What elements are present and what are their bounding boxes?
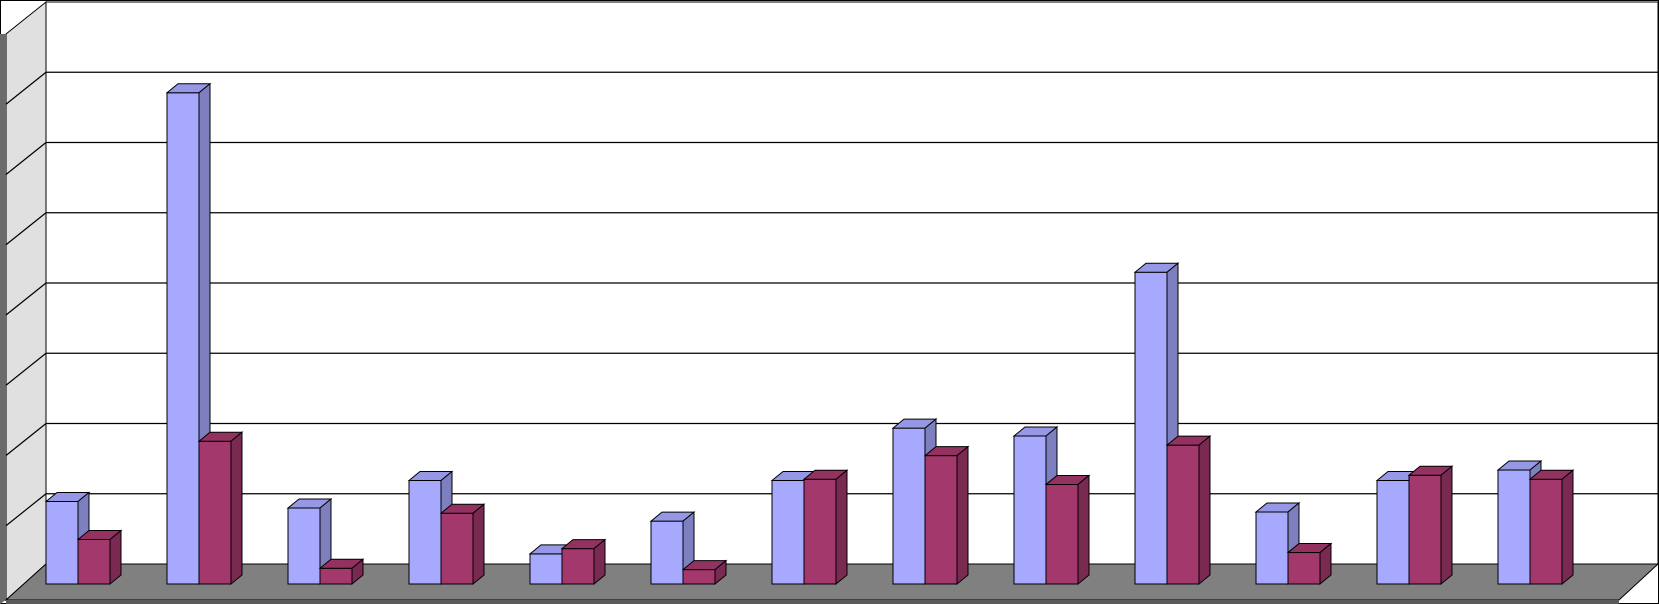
bar <box>1166 444 1200 585</box>
side-wall-edge <box>0 34 6 604</box>
bar <box>1529 478 1563 585</box>
bar <box>1255 511 1289 585</box>
bar-side <box>472 503 485 586</box>
bar <box>1134 271 1168 585</box>
gridline-side <box>5 493 47 527</box>
gridline-side <box>5 352 47 386</box>
bar-side <box>593 538 606 586</box>
bar <box>1497 469 1531 585</box>
gridline-side <box>5 71 47 105</box>
bar <box>319 567 353 585</box>
bar <box>1408 474 1442 585</box>
bar-side <box>230 431 243 586</box>
bar <box>1376 480 1410 585</box>
bar-side <box>714 559 727 586</box>
bar <box>1013 435 1047 585</box>
bar <box>771 480 805 585</box>
bar <box>650 520 684 585</box>
bar-side <box>1077 474 1090 586</box>
bar <box>440 512 474 585</box>
bar-side <box>1440 465 1453 586</box>
gridline-side <box>5 142 47 175</box>
bar <box>924 455 958 585</box>
bar <box>803 478 837 585</box>
bar-side <box>1561 469 1574 586</box>
bar-side <box>1198 435 1211 586</box>
bar <box>166 92 200 585</box>
bar <box>408 480 442 585</box>
bar <box>529 553 563 585</box>
bar <box>561 548 595 585</box>
bar <box>1045 483 1079 585</box>
bar-side <box>1319 542 1332 586</box>
bar <box>287 507 321 585</box>
bar-side <box>109 529 122 586</box>
bar <box>77 538 111 585</box>
gridline-side <box>5 282 47 316</box>
bar-side <box>956 445 969 586</box>
bar <box>45 500 79 585</box>
bar-side <box>351 558 364 586</box>
bar <box>1287 552 1321 585</box>
bar <box>682 569 716 585</box>
bar <box>198 440 232 585</box>
gridline-side <box>5 212 47 246</box>
floor-edge <box>6 600 1619 604</box>
gridline-side <box>5 423 47 456</box>
bar <box>892 427 926 585</box>
bar-side <box>835 469 848 586</box>
